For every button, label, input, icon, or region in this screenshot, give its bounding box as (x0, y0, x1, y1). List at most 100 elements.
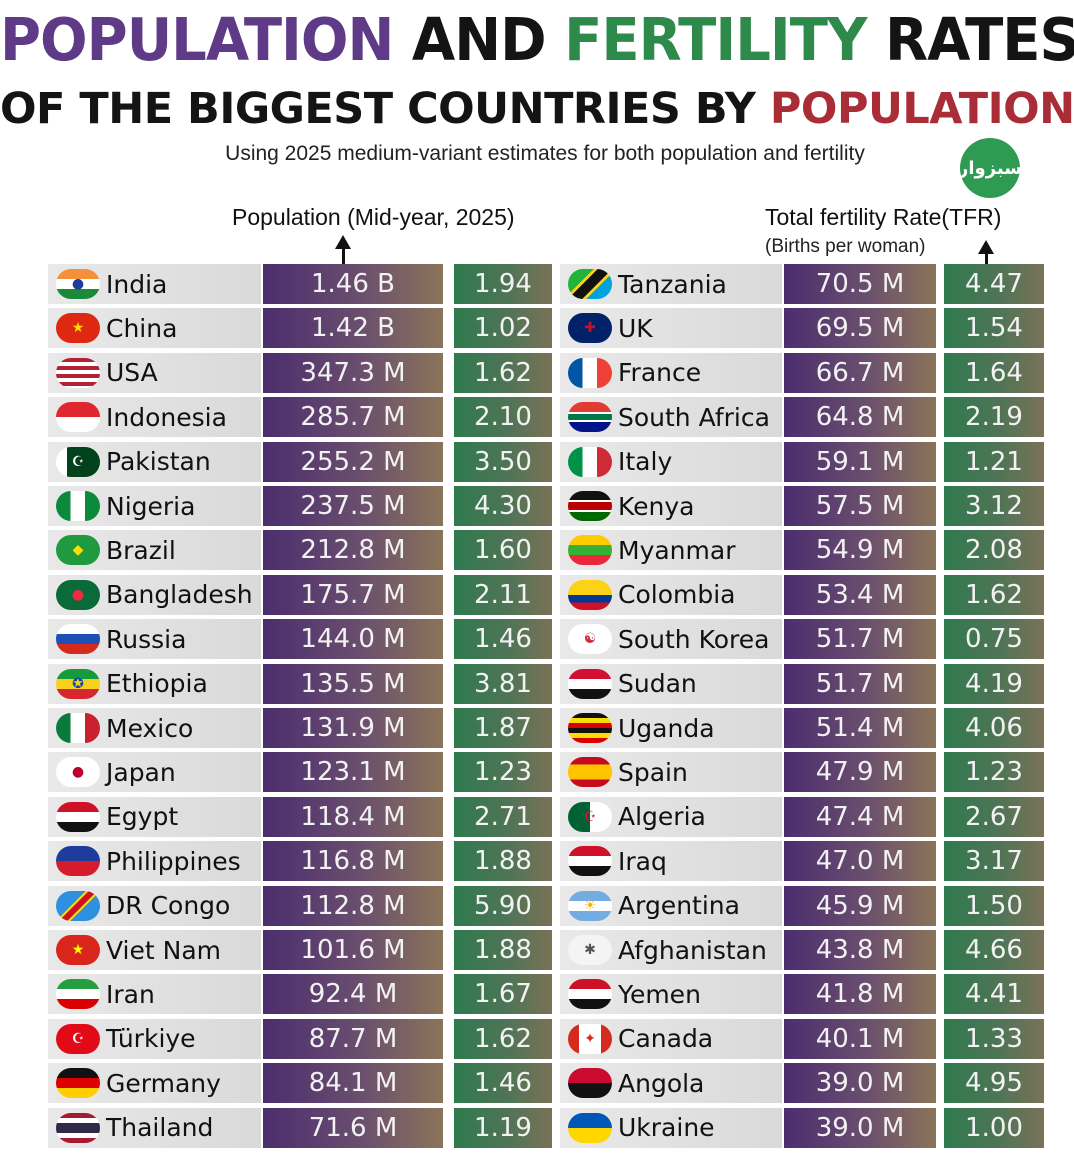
title-word-population: POPULATION (0, 6, 394, 75)
title-word-rates: RATES (884, 6, 1074, 75)
country-cell: Ukraine (560, 1107, 782, 1148)
table-row: ● Japan 123.1 M 1.23 (48, 752, 1046, 794)
uk-flag-icon: ✚ (568, 313, 612, 344)
country-name: Mexico (106, 713, 194, 743)
population-value: 47.4 M (784, 796, 936, 837)
tfr-value: 1.33 (944, 1018, 1044, 1059)
country-cell: Sudan (560, 663, 782, 704)
brazil-flag-icon: ◆ (56, 535, 100, 566)
country-cell: France (560, 352, 782, 393)
table-row: ◆ Brazil 212.8 M 1.60 (48, 530, 1046, 572)
country-cell: South Africa (560, 397, 782, 438)
country-name: Egypt (106, 802, 179, 832)
population-value: 212.8 M (263, 530, 443, 571)
table-row: Yemen 41.8 M 4.41 (560, 974, 1074, 1016)
country-cell: ● Japan (48, 752, 261, 793)
country-cell: ★ Viet Nam (48, 930, 261, 970)
table-row: Ukraine 39.0 M 1.00 (560, 1107, 1074, 1150)
kenya-flag-icon (568, 491, 612, 521)
population-value: 45.9 M (784, 885, 936, 926)
tfr-value: 1.60 (454, 530, 552, 571)
country-name: Tanzania (618, 269, 727, 299)
tfr-value: 4.06 (944, 708, 1044, 748)
table-row: ☪ Türkiye 87.7 M 1.62 (48, 1018, 1046, 1061)
table-row: Kenya 57.5 M 3.12 (560, 486, 1074, 528)
tfr-value: 1.21 (944, 441, 1044, 482)
tfr-value: 2.67 (944, 796, 1044, 837)
population-value: 255.2 M (263, 441, 443, 482)
country-cell: USA (48, 352, 261, 393)
philippines-flag-icon (56, 846, 100, 877)
population-value: 144.0 M (263, 619, 443, 660)
table-row: Italy 59.1 M 1.21 (560, 441, 1074, 484)
country-name: Germany (106, 1068, 221, 1098)
country-cell: Mexico (48, 708, 261, 748)
tfr-arrow-icon (978, 240, 994, 274)
ethiopia-flag-icon: ✪ (56, 668, 100, 699)
algeria-flag-icon: ☪ (568, 801, 612, 832)
country-name: India (106, 269, 168, 299)
spain-flag-icon (568, 757, 612, 788)
population-value: 70.5 M (784, 264, 936, 304)
usa-flag-icon (56, 357, 100, 388)
table-row: ✚ UK 69.5 M 1.54 (560, 308, 1074, 350)
russia-flag-icon (56, 624, 100, 655)
tfr-value: 1.88 (454, 841, 552, 882)
turkiye-flag-icon: ☪ (56, 1023, 100, 1054)
tfr-value: 2.11 (454, 574, 552, 615)
country-name: Iraq (618, 846, 667, 876)
iraq-flag-icon (568, 846, 612, 877)
population-value: 39.0 M (784, 1107, 936, 1148)
population-value: 47.9 M (784, 752, 936, 793)
tfr-value: 1.62 (944, 574, 1044, 615)
table-row: Iraq 47.0 M 3.17 (560, 841, 1074, 883)
country-name: Philippines (106, 846, 241, 876)
table-row: ✦ Canada 40.1 M 1.33 (560, 1018, 1074, 1061)
sudan-flag-icon (568, 668, 612, 699)
uganda-flag-icon (568, 713, 612, 743)
colombia-flag-icon (568, 579, 612, 610)
table-row: ★ China 1.42 B 1.02 (48, 308, 1046, 350)
table-row: ☪ Algeria 47.4 M 2.67 (560, 796, 1074, 839)
population-value: 116.8 M (263, 841, 443, 882)
country-name: Sudan (618, 669, 697, 699)
country-cell: ✚ UK (560, 308, 782, 349)
population-value: 66.7 M (784, 352, 936, 393)
country-cell: Iran (48, 974, 261, 1015)
country-cell: Spain (560, 752, 782, 793)
country-cell: Germany (48, 1063, 261, 1104)
population-value: 40.1 M (784, 1018, 936, 1059)
country-name: Canada (618, 1024, 714, 1054)
country-cell: Philippines (48, 841, 261, 882)
population-value: 69.5 M (784, 308, 936, 349)
table-row: USA 347.3 M 1.62 (48, 352, 1046, 395)
country-cell: ☪ Türkiye (48, 1018, 261, 1059)
table-row: Tanzania 70.5 M 4.47 (560, 264, 1074, 306)
population-value: 285.7 M (263, 397, 443, 438)
tfr-value: 5.90 (454, 885, 552, 926)
tfr-value: 1.02 (454, 308, 552, 349)
population-value: 347.3 M (263, 352, 443, 393)
tfr-value: 1.62 (454, 352, 552, 393)
country-cell: Thailand (48, 1107, 261, 1148)
country-cell: Yemen (560, 974, 782, 1015)
egypt-flag-icon (56, 801, 100, 832)
table-row: Indonesia 285.7 M 2.10 (48, 397, 1046, 439)
south-africa-flag-icon (568, 402, 612, 433)
country-name: Algeria (618, 802, 706, 832)
france-flag-icon (568, 357, 612, 388)
dr-congo-flag-icon (56, 890, 100, 921)
tfr-value: 2.08 (944, 530, 1044, 571)
mexico-flag-icon (56, 713, 100, 743)
population-value: 64.8 M (784, 397, 936, 438)
population-value: 41.8 M (784, 974, 936, 1015)
population-value: 57.5 M (784, 486, 936, 526)
tfr-value: 1.67 (454, 974, 552, 1015)
south-korea-flag-icon: ☯ (568, 624, 612, 655)
tanzania-flag-icon (568, 269, 612, 299)
indonesia-flag-icon (56, 402, 100, 433)
country-cell: Italy (560, 441, 782, 482)
viet-nam-flag-icon: ★ (56, 935, 100, 965)
title-word-fertility: FERTILITY (564, 6, 867, 75)
country-name: Brazil (106, 535, 176, 565)
